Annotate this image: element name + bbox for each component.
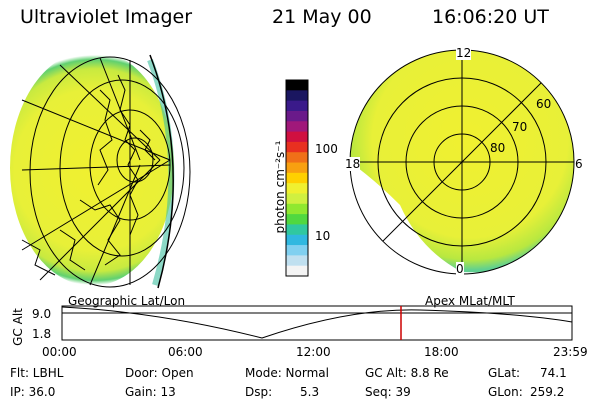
colorbar-segment xyxy=(286,265,308,277)
polar-label-80: 80 xyxy=(490,141,506,155)
status-flt: Flt: LBHL xyxy=(10,366,64,380)
x-tick-0600: 06:00 xyxy=(168,345,203,359)
status-dsp-label: Dsp: xyxy=(245,385,273,399)
date-label: 21 May 00 xyxy=(272,6,372,28)
colorbar-segment xyxy=(286,141,308,153)
status-gain: Gain: 13 xyxy=(125,385,176,399)
colorbar-tick-10: 10 xyxy=(315,229,331,243)
app-title: Ultraviolet Imager xyxy=(20,6,193,28)
colorbar-segment xyxy=(286,152,308,164)
colorbar-segment xyxy=(286,255,308,267)
status-mode: Mode: Normal xyxy=(245,366,329,380)
status-ip: IP: 36.0 xyxy=(10,385,56,399)
colorbar-segment xyxy=(286,234,308,246)
colorbar-segment xyxy=(286,214,308,225)
polar-label-0: 0 xyxy=(456,262,464,276)
colorbar-segment xyxy=(286,90,308,102)
coastlines xyxy=(21,74,156,276)
altitude-curve xyxy=(61,306,573,339)
colorbar-tick-100: 100 xyxy=(315,142,338,156)
colorbar-segment xyxy=(286,183,308,194)
status-door: Door: Open xyxy=(125,366,194,380)
colorbar-segment xyxy=(286,224,308,236)
x-tick-1200: 12:00 xyxy=(296,345,331,359)
colorbar-segment xyxy=(286,172,308,184)
polar-label-70: 70 xyxy=(512,120,528,134)
status-glat-value: 74.1 xyxy=(540,366,567,380)
colorbar-segment xyxy=(286,80,308,91)
x-tick-2359: 23:59 xyxy=(553,345,588,359)
polar-label-18: 18 xyxy=(345,157,361,171)
status-glon-value: 259.2 xyxy=(530,385,565,399)
timeline-ymax: 9.0 xyxy=(32,307,52,321)
geographic-caption: Geographic Lat/Lon xyxy=(68,294,186,308)
status-gc-alt: GC Alt: 8.8 Re xyxy=(365,366,449,380)
polar-label-12: 12 xyxy=(456,46,472,60)
colorbar-segment xyxy=(286,162,308,174)
status-glat-label: GLat: xyxy=(488,366,521,380)
colorbar xyxy=(285,79,309,277)
colorbar-segment xyxy=(286,100,308,112)
time-label: 16:06:20 UT xyxy=(432,6,549,28)
colorbar-segment xyxy=(286,121,308,133)
polar-label-6: 6 xyxy=(575,157,583,171)
colorbar-segment xyxy=(286,110,308,122)
x-tick-0000: 00:00 xyxy=(42,345,77,359)
status-dsp-value: 5.3 xyxy=(300,385,320,399)
status-seq: Seq: 39 xyxy=(365,385,411,399)
polar-label-60: 60 xyxy=(536,97,552,111)
colorbar-segment xyxy=(286,203,308,215)
colorbar-segment xyxy=(286,131,308,143)
colorbar-segment xyxy=(286,245,308,256)
status-glon-label: GLon: xyxy=(488,385,523,399)
apex-caption: Apex MLat/MLT xyxy=(425,294,515,308)
colorbar-segment xyxy=(286,193,308,205)
limb-glow xyxy=(147,58,175,286)
x-tick-1800: 18:00 xyxy=(424,345,459,359)
timeline-ymin: 1.8 xyxy=(32,327,52,341)
